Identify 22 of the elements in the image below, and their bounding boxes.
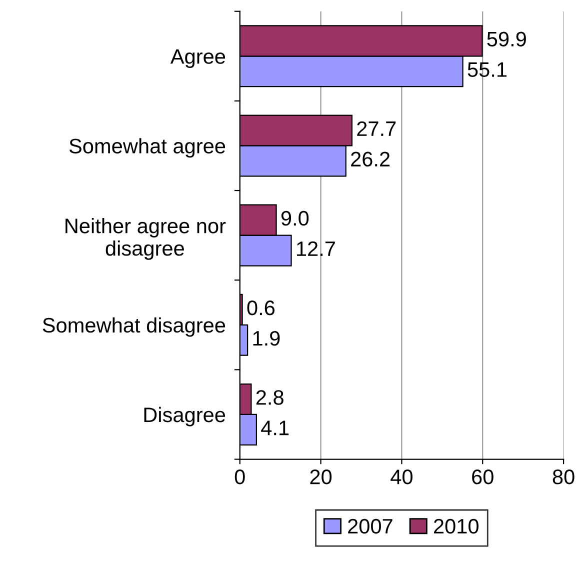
data-label: 27.7 [357, 121, 396, 136]
legend-label: 2007 [348, 518, 392, 534]
data-label: 2.8 [256, 390, 284, 405]
data-label: 9.0 [281, 210, 309, 226]
legend-label: 2010 [434, 518, 478, 534]
data-label: 4.1 [261, 420, 289, 436]
data-label: 0.6 [247, 300, 275, 316]
data-label: 1.9 [253, 330, 280, 346]
data-label: 26.2 [351, 152, 390, 167]
y-tick-label: Somewhat disagree [42, 317, 226, 337]
data-label: 59.9 [487, 32, 526, 46]
x-tick-label: 40 [390, 470, 412, 484]
data-label: 12.7 [297, 241, 335, 256]
x-tick-label: 60 [472, 470, 494, 484]
x-tick-label: 0 [234, 470, 245, 484]
y-tick-label: Neither agree nor disagree [66, 218, 226, 260]
data-label: 55.1 [468, 62, 506, 77]
y-tick-label: Agree [170, 49, 226, 68]
x-tick-label: 20 [310, 470, 332, 484]
y-tick-label: Somewhat agree [69, 138, 226, 158]
x-tick-label: 80 [552, 470, 574, 484]
y-tick-label: Disagree [144, 406, 226, 426]
